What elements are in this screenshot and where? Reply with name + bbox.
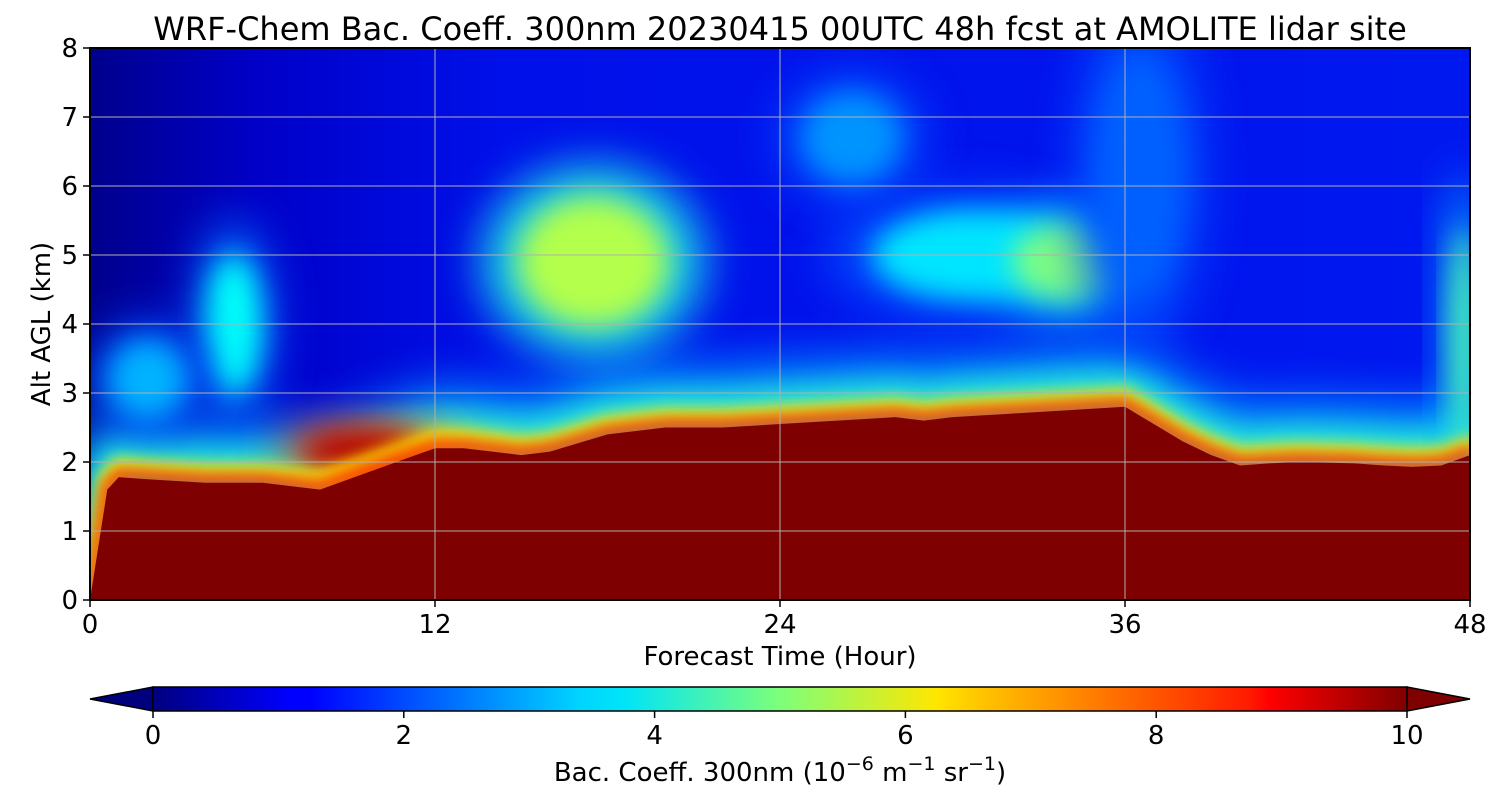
- x-tick-label: 36: [1108, 610, 1141, 640]
- colorbar-min-extension: [89, 686, 154, 712]
- plot-area: [90, 48, 1470, 600]
- y-tick-label: 1: [61, 517, 78, 547]
- chart-title: WRF-Chem Bac. Coeff. 300nm 20230415 00UT…: [153, 10, 1407, 48]
- colorbar-max-extension: [1406, 686, 1471, 712]
- y-axis-label: Alt AGL (km): [27, 242, 57, 406]
- colorbar-tick-label: 4: [646, 721, 663, 751]
- aerosol-layer: [1094, 52, 1185, 293]
- y-tick-label: 4: [61, 310, 78, 340]
- colorbar-ticks: 0 2 4 6 8 10: [145, 711, 1424, 751]
- y-tick-label: 8: [61, 34, 78, 64]
- x-tick-label: 24: [763, 610, 796, 640]
- y-tick-label: 7: [61, 103, 78, 133]
- colorbar-tick-label: 10: [1390, 721, 1423, 751]
- y-tick-label: 0: [61, 586, 78, 616]
- colorbar-tick-label: 6: [897, 721, 914, 751]
- colorbar-tick-label: 2: [396, 721, 413, 751]
- y-tick-label: 5: [61, 241, 78, 271]
- colorbar: 0 2 4 6 8 10 Bac. Coeff. 300nm (10−6 m−1 sr−1…: [89, 686, 1471, 788]
- y-tick-label: 3: [61, 379, 78, 409]
- colorbar-tick-label: 0: [145, 721, 162, 751]
- y-axis: 0 1 2 3 4 5 6 7 8: [61, 34, 90, 616]
- colorbar-gradient: [152, 686, 1408, 712]
- x-axis: 0 12 24 36 48: [82, 600, 1487, 640]
- grid-lines: [90, 48, 1470, 600]
- aerosol-layer: [518, 196, 669, 327]
- aerosol-layer: [801, 92, 902, 183]
- aerosol-layer: [107, 339, 188, 420]
- colorbar-label: Bac. Coeff. 300nm (10−6 m−1 sr−1): [554, 753, 1006, 788]
- x-axis-label: Forecast Time (Hour): [643, 642, 916, 672]
- aerosol-layer: [1450, 227, 1470, 448]
- colorbar-tick-label: 8: [1148, 721, 1165, 751]
- y-tick-label: 6: [61, 172, 78, 202]
- x-tick-label: 48: [1453, 610, 1486, 640]
- y-tick-label: 2: [61, 448, 78, 478]
- x-tick-label: 12: [418, 610, 451, 640]
- x-tick-label: 0: [82, 610, 99, 640]
